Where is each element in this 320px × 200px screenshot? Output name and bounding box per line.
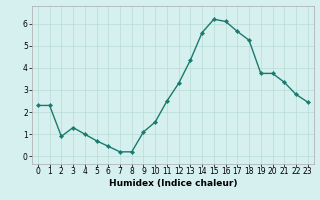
X-axis label: Humidex (Indice chaleur): Humidex (Indice chaleur) xyxy=(108,179,237,188)
